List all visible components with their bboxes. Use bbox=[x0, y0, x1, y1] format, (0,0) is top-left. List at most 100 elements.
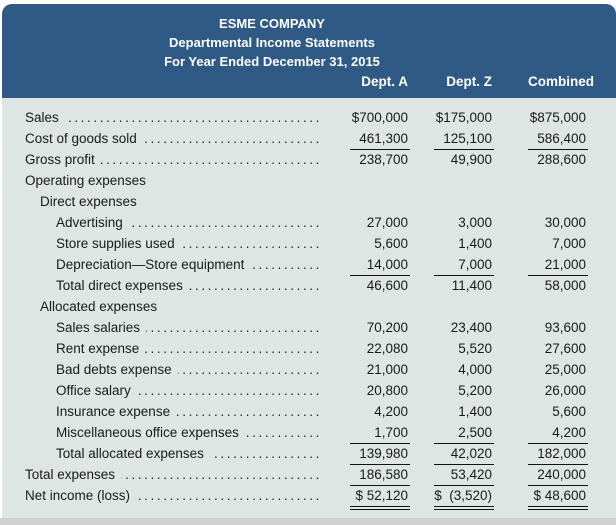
value-dept-a: 186,580 bbox=[359, 467, 408, 482]
row-label: Gross profit bbox=[25, 152, 95, 167]
leader-dots: ........................................… bbox=[129, 215, 322, 230]
row-label: Net income (loss) bbox=[25, 488, 131, 503]
statement-header: ESME COMPANY Departmental Income Stateme… bbox=[2, 4, 616, 98]
value-dept-z: 5,520 bbox=[458, 341, 492, 356]
income-statement: ESME COMPANY Departmental Income Stateme… bbox=[2, 4, 616, 518]
value-dept-z: 5,200 bbox=[458, 383, 492, 398]
bottom-border bbox=[0, 518, 616, 525]
value-dept-z: 42,020 bbox=[450, 446, 492, 461]
underline bbox=[434, 275, 494, 276]
statement-row: Depreciation—Store equipment............… bbox=[2, 257, 616, 278]
leader-dots: ........................................… bbox=[65, 110, 322, 125]
statement-row: Insurance expense.......................… bbox=[2, 404, 616, 425]
column-header-dept-a: Dept. A bbox=[361, 74, 408, 89]
value-combined: 586,400 bbox=[537, 131, 586, 146]
value-dept-z: $ (3,520) bbox=[434, 488, 492, 503]
value-dept-z: 1,400 bbox=[458, 236, 492, 251]
row-label: Advertising bbox=[56, 215, 123, 230]
statement-row: Allocated expenses bbox=[2, 299, 616, 320]
leader-dots: ........................................… bbox=[176, 404, 322, 419]
underline bbox=[434, 149, 494, 150]
row-label: Direct expenses bbox=[40, 194, 137, 209]
row-label: Sales bbox=[25, 110, 59, 125]
value-dept-a: 14,000 bbox=[366, 257, 408, 272]
statement-row: Gross profit............................… bbox=[2, 152, 616, 173]
column-header-dept-z: Dept. Z bbox=[446, 74, 492, 89]
statement-row: Total expenses..........................… bbox=[2, 467, 616, 488]
value-combined: 288,600 bbox=[537, 152, 586, 167]
value-dept-a: 461,300 bbox=[359, 131, 408, 146]
value-combined: 182,000 bbox=[537, 446, 586, 461]
leader-dots: ........................................… bbox=[143, 131, 322, 146]
value-dept-a: 1,700 bbox=[374, 425, 408, 440]
row-label: Rent expense bbox=[56, 341, 140, 356]
value-combined: 26,000 bbox=[544, 383, 586, 398]
value-combined: $875,000 bbox=[529, 110, 586, 125]
underline bbox=[434, 464, 494, 465]
underline bbox=[528, 443, 588, 444]
leader-dots: ........................................… bbox=[245, 425, 322, 440]
value-dept-a: 238,700 bbox=[359, 152, 408, 167]
underline bbox=[528, 485, 588, 486]
company-name: ESME COMPANY bbox=[219, 16, 325, 31]
value-dept-z: 7,000 bbox=[458, 257, 492, 272]
value-dept-a: 27,000 bbox=[366, 215, 408, 230]
underline bbox=[528, 275, 588, 276]
underline bbox=[350, 275, 410, 276]
value-combined: 25,000 bbox=[544, 362, 586, 377]
row-label: Sales salaries bbox=[56, 320, 141, 335]
leader-dots: ........................................… bbox=[136, 488, 322, 503]
value-dept-z: 3,000 bbox=[458, 215, 492, 230]
value-dept-a: 20,800 bbox=[366, 383, 408, 398]
statement-row: Sales...................................… bbox=[2, 110, 616, 131]
value-combined: 240,000 bbox=[537, 467, 586, 482]
value-combined: 7,000 bbox=[552, 236, 586, 251]
value-dept-a: $700,000 bbox=[351, 110, 408, 125]
row-label: Allocated expenses bbox=[40, 299, 158, 314]
value-dept-z: 125,100 bbox=[443, 131, 492, 146]
leader-dots: ........................................… bbox=[178, 362, 322, 377]
statement-row: Office salary...........................… bbox=[2, 383, 616, 404]
underline bbox=[528, 464, 588, 465]
leader-dots: ........................................… bbox=[250, 257, 322, 272]
double-underline bbox=[434, 506, 494, 510]
row-label: Total direct expenses bbox=[56, 278, 183, 293]
value-dept-a: $ 52,120 bbox=[355, 488, 408, 503]
row-label: Depreciation—Store equipment bbox=[56, 257, 245, 272]
row-label: Store supplies used bbox=[56, 236, 175, 251]
underline bbox=[434, 443, 494, 444]
leader-dots: ........................................… bbox=[101, 152, 322, 167]
value-dept-z: 2,500 bbox=[458, 425, 492, 440]
leader-dots: ........................................… bbox=[145, 341, 322, 356]
statement-row: Advertising.............................… bbox=[2, 215, 616, 236]
statement-row: Operating expenses bbox=[2, 173, 616, 194]
statement-row: Direct expenses bbox=[2, 194, 616, 215]
double-underline bbox=[528, 506, 588, 510]
statement-row: Cost of goods sold......................… bbox=[2, 131, 616, 152]
value-combined: 93,600 bbox=[544, 320, 586, 335]
value-dept-z: 11,400 bbox=[451, 278, 492, 293]
statement-row: Sales salaries..........................… bbox=[2, 320, 616, 341]
row-label: Total expenses bbox=[25, 467, 116, 482]
underline bbox=[528, 149, 588, 150]
row-label: Bad debts expense bbox=[56, 362, 172, 377]
statement-row: Net income (loss).......................… bbox=[2, 488, 616, 510]
value-dept-z: 4,000 bbox=[458, 362, 492, 377]
underline bbox=[434, 485, 494, 486]
leader-dots: ........................................… bbox=[146, 320, 322, 335]
statement-row: Bad debts expense.......................… bbox=[2, 362, 616, 383]
underline bbox=[350, 149, 410, 150]
underline bbox=[350, 464, 410, 465]
statement-row: Total allocated expenses................… bbox=[2, 446, 616, 467]
leader-dots: ........................................… bbox=[181, 236, 322, 251]
value-dept-a: 4,200 bbox=[374, 404, 408, 419]
statement-row: Total direct expenses...................… bbox=[2, 278, 616, 299]
value-combined: 4,200 bbox=[552, 425, 586, 440]
value-combined: $ 48,600 bbox=[533, 488, 586, 503]
statement-period: For Year Ended December 31, 2015 bbox=[164, 54, 380, 69]
value-combined: 21,000 bbox=[544, 257, 586, 272]
value-dept-a: 5,600 bbox=[374, 236, 408, 251]
row-label: Total allocated expenses bbox=[56, 446, 204, 461]
leader-dots: ........................................… bbox=[189, 278, 322, 293]
value-dept-z: 1,400 bbox=[458, 404, 492, 419]
